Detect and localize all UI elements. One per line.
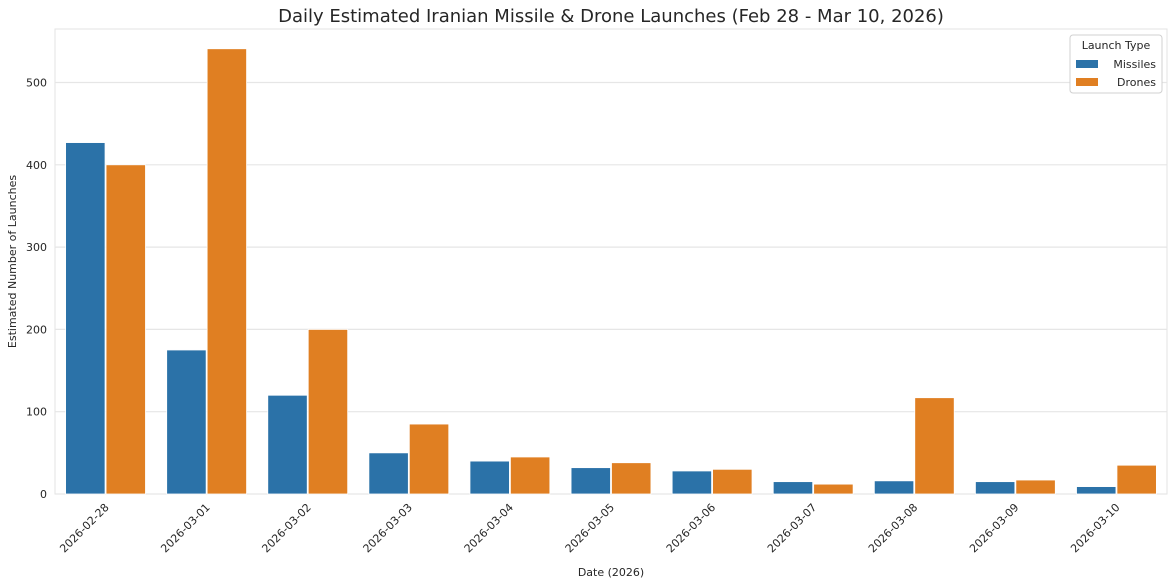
y-tick-label: 500 <box>26 76 47 89</box>
bar-drones <box>1015 479 1056 495</box>
y-tick-label: 400 <box>26 159 47 172</box>
y-axis-label: Estimated Number of Launches <box>6 175 19 348</box>
legend-swatch-missiles <box>1076 60 1098 68</box>
bar-drones <box>105 164 146 495</box>
bar-missiles <box>975 481 1016 495</box>
bar-missiles <box>368 452 409 495</box>
legend-swatch-drones <box>1076 78 1098 86</box>
y-tick-label: 200 <box>26 323 47 336</box>
bar-drones <box>813 483 854 495</box>
bar-drones <box>611 462 652 495</box>
legend-title: Launch Type <box>1082 39 1151 52</box>
bar-missiles <box>772 481 814 495</box>
bar-drones <box>206 48 247 495</box>
legend: Launch Type Missiles Drones <box>1069 34 1163 94</box>
x-axis-label: Date (2026) <box>578 566 644 579</box>
bar-drones <box>712 468 753 495</box>
bar-missiles <box>65 142 106 495</box>
bar-drones <box>510 456 551 495</box>
bar-missiles <box>671 470 712 495</box>
bar-drones <box>1116 464 1157 495</box>
bar-missiles <box>873 480 915 495</box>
chart-title: Daily Estimated Iranian Missile & Drone … <box>278 6 944 27</box>
bar-missiles <box>1076 486 1117 495</box>
y-tick-label: 300 <box>26 241 47 254</box>
bars <box>65 48 1157 495</box>
legend-label-missiles: Missiles <box>1113 58 1156 71</box>
legend-items: Missiles Drones <box>1076 58 1156 89</box>
y-tick-label: 100 <box>26 406 47 419</box>
bar-drones <box>914 397 955 495</box>
bar-drones <box>307 328 349 495</box>
bar-missiles <box>570 467 611 495</box>
y-tick-label: 0 <box>40 488 47 501</box>
bar-missiles <box>267 394 308 495</box>
bar-missiles <box>469 460 510 495</box>
y-axis-ticks: 0 100 200 300 400 500 <box>26 76 47 501</box>
bar-drones <box>408 423 450 495</box>
legend-label-drones: Drones <box>1117 76 1156 89</box>
bar-missiles <box>166 349 207 495</box>
